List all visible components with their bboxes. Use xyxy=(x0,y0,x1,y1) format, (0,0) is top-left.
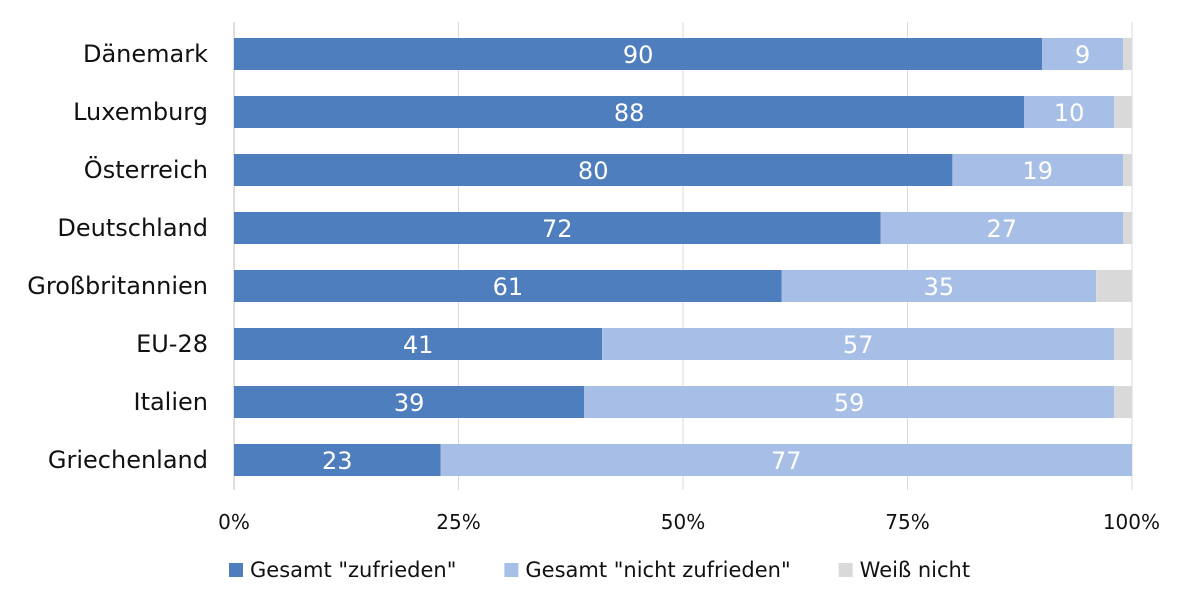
data-label-dänemark-series-1: 9 xyxy=(1075,41,1090,69)
category-label-luxemburg: Luxemburg xyxy=(73,98,208,126)
bar-luxemburg-series-1 xyxy=(1024,96,1115,128)
data-label-österreich-series-1: 19 xyxy=(1022,157,1053,185)
bar-großbritannien-series-2 xyxy=(1096,270,1132,302)
legend-swatch-2 xyxy=(838,563,853,577)
data-label-griechenland-series-0: 23 xyxy=(322,447,353,475)
data-label-deutschland-series-0: 72 xyxy=(542,215,573,243)
bars: 90 9 88 10 80 19 72 27 61 35 41 57 39 59 23 77 xyxy=(234,38,1132,476)
gridlines xyxy=(233,22,1133,490)
bar-luxemburg-series-2 xyxy=(1114,96,1132,128)
data-label-dänemark-series-0: 90 xyxy=(623,41,654,69)
category-label-griechenland: Griechenland xyxy=(48,446,208,474)
data-label-großbritannien-series-1: 35 xyxy=(924,273,955,301)
bar-eu-28-series-1 xyxy=(602,328,1115,360)
data-label-eu-28-series-0: 41 xyxy=(403,331,434,359)
bar-deutschland-series-2 xyxy=(1123,212,1132,244)
bar-eu-28-series-2 xyxy=(1114,328,1132,360)
bar-österreich-series-1 xyxy=(952,154,1124,186)
x-tick-label-100: 100% xyxy=(1103,510,1160,534)
category-label-deutschland: Deutschland xyxy=(57,214,208,242)
bar-deutschland-series-0 xyxy=(234,212,881,244)
category-label-großbritannien: Großbritannien xyxy=(27,272,208,300)
bar-griechenland-series-1 xyxy=(440,444,1132,476)
x-tick-label-75: 75% xyxy=(885,510,929,534)
legend-swatch-0 xyxy=(229,563,243,577)
bar-italien-series-1 xyxy=(584,386,1115,418)
bar-griechenland-series-0 xyxy=(234,444,441,476)
bar-österreich-series-0 xyxy=(234,154,953,186)
x-tick-label-0: 0% xyxy=(218,510,250,534)
bar-dänemark-series-2 xyxy=(1123,38,1132,70)
legend-label-0: Gesamt "zufrieden" xyxy=(250,558,456,582)
bar-eu-28-series-0 xyxy=(234,328,603,360)
category-label-österreich: Österreich xyxy=(84,155,208,184)
data-label-großbritannien-series-0: 61 xyxy=(493,273,524,301)
bar-italien-series-0 xyxy=(234,386,585,418)
bar-dänemark-series-1 xyxy=(1042,38,1124,70)
x-axis-ticks: 0% 25% 50% 75% 100% xyxy=(218,510,1160,534)
x-tick-label-50: 50% xyxy=(661,510,705,534)
data-label-griechenland-series-1: 77 xyxy=(771,447,802,475)
bar-deutschland-series-1 xyxy=(880,212,1124,244)
bar-großbritannien-series-1 xyxy=(781,270,1097,302)
data-label-luxemburg-series-1: 10 xyxy=(1054,99,1085,127)
bar-großbritannien-series-0 xyxy=(234,270,782,302)
data-label-italien-series-0: 39 xyxy=(394,389,425,417)
bar-luxemburg-series-0 xyxy=(234,96,1025,128)
legend-item-0: Gesamt "zufrieden" xyxy=(229,558,456,582)
bar-österreich-series-2 xyxy=(1123,154,1132,186)
x-tick-label-25: 25% xyxy=(436,510,480,534)
legend-label-1: Gesamt "nicht zufrieden" xyxy=(525,558,790,582)
legend-label-2: Weiß nicht xyxy=(860,558,970,582)
bar-dänemark-series-0 xyxy=(234,38,1043,70)
category-label-eu-28: EU-28 xyxy=(136,330,208,358)
data-label-österreich-series-0: 80 xyxy=(578,157,609,185)
category-label-dänemark: Dänemark xyxy=(83,40,208,68)
legend-item-1: Gesamt "nicht zufrieden" xyxy=(504,558,791,582)
category-labels: Dänemark Luxemburg Österreich Deutschland Gr… xyxy=(27,40,208,474)
bar-italien-series-2 xyxy=(1114,386,1132,418)
legend-item-2: Weiß nicht xyxy=(838,558,970,582)
data-label-luxemburg-series-0: 88 xyxy=(614,99,645,127)
data-label-eu-28-series-1: 57 xyxy=(843,331,874,359)
legend-swatch-1 xyxy=(504,563,519,577)
data-label-deutschland-series-1: 27 xyxy=(987,215,1018,243)
category-label-italien: Italien xyxy=(133,388,208,416)
data-label-italien-series-1: 59 xyxy=(834,389,865,417)
legend: Gesamt "zufrieden" Gesamt "nicht zufriede… xyxy=(229,558,970,582)
